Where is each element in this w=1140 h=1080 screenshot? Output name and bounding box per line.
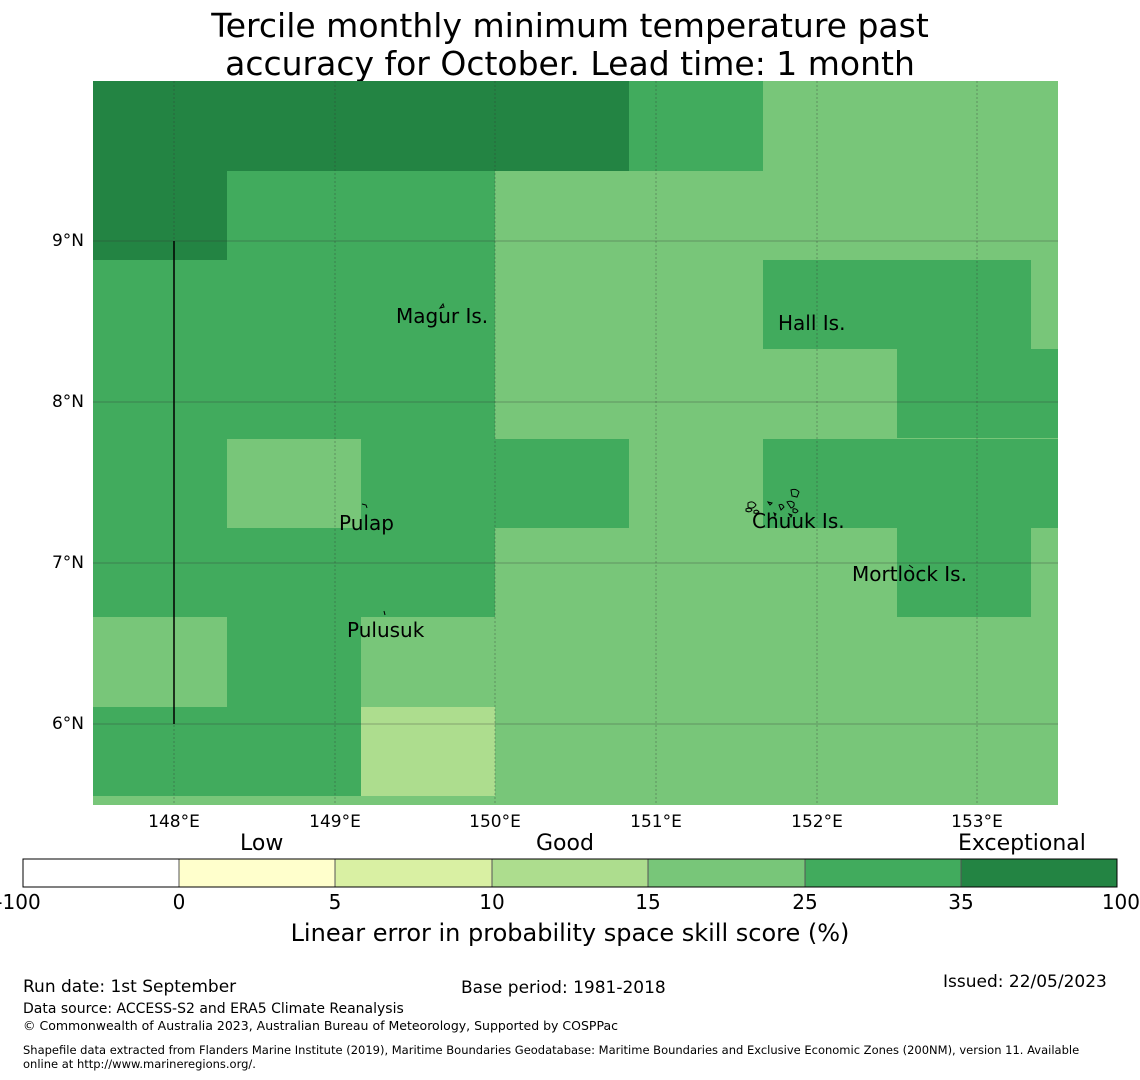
lat-tick-label: 7°N (51, 553, 84, 573)
lat-tick-label: 8°N (51, 392, 84, 412)
colorbar-tick: 35 (948, 890, 974, 914)
map-title-line1: Tercile monthly minimum temperature past (211, 6, 929, 45)
grid-cell (227, 528, 361, 617)
base-period: Base period: 1981-2018 (461, 978, 666, 998)
mortlock-island-outline (908, 564, 914, 569)
data-source: Data source: ACCESS-S2 and ERA5 Climate … (23, 1001, 404, 1017)
grid-cell (361, 707, 495, 796)
colorbar-swatch (22, 858, 180, 888)
chuuk-island-outlines (745, 488, 800, 518)
pulusuk-island-outline (383, 610, 386, 616)
place-label-pulusuk: Pulusuk (347, 618, 425, 642)
colorbar-tick: 25 (792, 890, 818, 914)
place-label-mortlock: Mortlock Is. (852, 562, 967, 586)
lat-tick-label: 9°N (51, 231, 84, 251)
lon-tick-label: 153°E (951, 812, 1003, 832)
skill-grid (93, 81, 1058, 805)
place-label-magur: Magur Is. (396, 304, 489, 328)
place-label-hall: Hall Is. (778, 311, 846, 335)
grid-cell (763, 439, 1058, 528)
lon-tick-label: 148°E (148, 812, 200, 832)
colorbar-tick: -100 (0, 890, 41, 914)
grid-cell (93, 260, 495, 439)
magur-island-outline (438, 302, 445, 309)
colorbar-swatch (178, 858, 336, 888)
grid-cell (897, 349, 1058, 438)
lat-tick-label: 6°N (51, 714, 84, 734)
grid-cell (227, 171, 495, 260)
category-label-exceptional: Exceptional (958, 831, 1086, 856)
place-label-pulap: Pulap (339, 511, 394, 535)
copyright-notice: © Commonwealth of Australia 2023, Austra… (23, 1018, 618, 1033)
graticule (93, 81, 1058, 805)
colorbar-swatch (334, 858, 493, 888)
colorbar-swatch (804, 858, 962, 888)
colorbar (22, 858, 1118, 888)
colorbar-tick: 100 (1101, 890, 1140, 914)
colorbar-tick: 15 (635, 890, 661, 914)
grid-cell (93, 707, 361, 796)
colorbar-tick: 10 (479, 890, 505, 914)
lon-tick-label: 152°E (791, 812, 843, 832)
run-date: Run date: 1st September (23, 977, 237, 997)
grid-cell (763, 260, 1031, 349)
island-outlines (361, 302, 914, 616)
colorbar-swatch (960, 858, 1118, 888)
colorbar-swatch (491, 858, 649, 888)
colorbar-label: Linear error in probability space skill … (290, 919, 850, 947)
colorbar-swatch (647, 858, 806, 888)
grid-cell (361, 439, 495, 617)
grid-cell (227, 617, 361, 707)
lon-tick-label: 149°E (309, 812, 361, 832)
pulap-island-outline (361, 503, 368, 509)
grid-cell (93, 439, 227, 617)
shapefile-credit-line1: Shapefile data extracted from Flanders M… (23, 1043, 1080, 1057)
colorbar-tick: 0 (172, 890, 186, 914)
category-label-good: Good (536, 831, 594, 856)
map-title-line2: accuracy for October. Lead time: 1 month (225, 44, 915, 83)
lon-tick-label: 151°E (630, 812, 682, 832)
grid-cell (93, 81, 629, 171)
grid-cell (495, 439, 629, 528)
place-label-chuuk: Chuuk Is. (752, 509, 845, 533)
grid-cell (93, 171, 227, 260)
colorbar-tick: 5 (328, 890, 342, 914)
issued-date: Issued: 22/05/2023 (943, 972, 1107, 992)
shapefile-credit-line2: online at http://www.marineregions.org/. (23, 1057, 256, 1071)
category-label-low: Low (240, 831, 284, 856)
grid-cell (897, 528, 1031, 617)
lon-tick-label: 150°E (469, 812, 521, 832)
grid-cell (629, 81, 763, 171)
colorbar-frame (22, 858, 1118, 888)
